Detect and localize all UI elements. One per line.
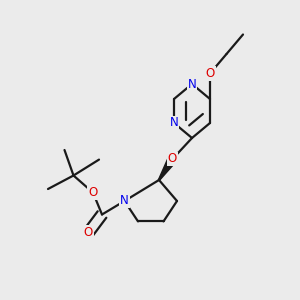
- Text: N: N: [169, 116, 178, 130]
- Text: N: N: [188, 77, 196, 91]
- Text: O: O: [88, 186, 98, 199]
- Polygon shape: [158, 157, 176, 180]
- Text: O: O: [84, 226, 93, 239]
- Text: O: O: [168, 152, 177, 166]
- Text: N: N: [120, 194, 129, 208]
- Text: O: O: [206, 67, 214, 80]
